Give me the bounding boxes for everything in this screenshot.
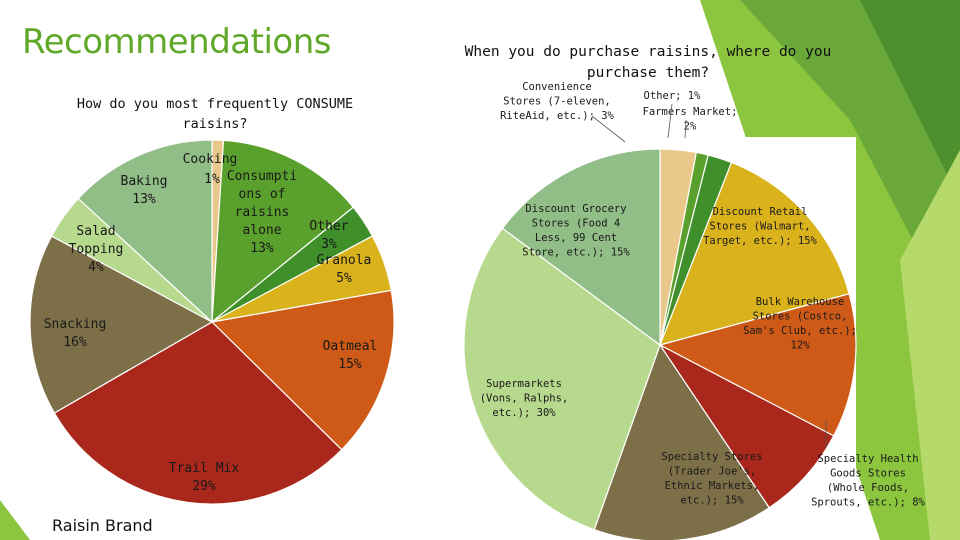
chart-1-data-label-2: Consumpti ons of raisins alone 13% [227, 169, 297, 256]
chart-1-data-label-4: Granola 5% [317, 253, 372, 286]
deco-facet-3 [860, 0, 960, 200]
chart-2-slice-3 [659, 161, 850, 346]
chart-1-data-label-5: Oatmeal 15% [323, 339, 378, 372]
chart-2-leader-line-2 [684, 119, 687, 139]
chart-2-data-label-3: Discount Retail Stores (Walmart, Target, e… [703, 206, 817, 247]
chart-2-data-label-2: Farmers Market; 2% [643, 106, 738, 133]
chart-1-title: How do you most frequently CONSUME raisi… [76, 96, 354, 132]
chart-2-data-label-5: Specialty Health Goods Stores (Whole Foods… [811, 453, 925, 509]
chart-2-slice-7 [463, 227, 661, 531]
chart-1-data-label-6: Trail Mix 29% [169, 461, 240, 494]
chart-1-slice-8 [77, 139, 213, 324]
chart-2-data-label-8: Discount Grocery Stores (Food 4 Less, 99 C… [522, 203, 630, 259]
chart-1-slice-5 [53, 321, 343, 505]
chart-2-slice-4 [658, 293, 857, 437]
chart-2-leader-line-1 [667, 103, 673, 139]
chart-2-title: When you do purchase raisins, where do y… [464, 44, 832, 81]
page-title: Recommendations [22, 22, 331, 62]
chart-1-data-label-0: Cooking [183, 152, 238, 167]
chart-2-data-label-4: Bulk Warehouse Stores (Costco, Sam's Club,… [743, 296, 857, 352]
deco-facet-5 [0, 500, 30, 540]
chart-1-slice-6 [29, 235, 214, 414]
chart-2-data-label-6: Specialty Stores (Trader Joe's, Ethnic Mar… [661, 451, 762, 507]
chart-1-data-label-7: Snacking 16% [44, 317, 107, 350]
chart-2-data-label-1: Other; 1% [644, 90, 702, 102]
chart-1-data-label-9: Baking 13% [121, 174, 168, 207]
chart-2-leader-line-0 [591, 115, 626, 143]
chart-2-slice-5 [659, 344, 835, 509]
chart-1-data-label-1: 1% [204, 172, 220, 187]
chart-2-slice-8 [501, 148, 661, 347]
chart-2-slice-6 [593, 343, 771, 540]
chart-2-data-label-7: Supermarkets (Vons, Ralphs, etc.); 30% [480, 378, 569, 419]
chart-2-data-label-0: Convenience Stores (7-eleven, RiteAid, etc… [500, 81, 614, 122]
chart-1-data-label-8: Salad Topping 4% [69, 224, 124, 275]
chart-1-data-label-3: Other 3% [309, 219, 348, 252]
chart-1-slice-1 [211, 139, 355, 324]
chart-1-slice-4 [210, 289, 395, 451]
deco-facet-4 [900, 150, 960, 540]
raisin-brand-label: Raisin Brand [52, 516, 153, 535]
